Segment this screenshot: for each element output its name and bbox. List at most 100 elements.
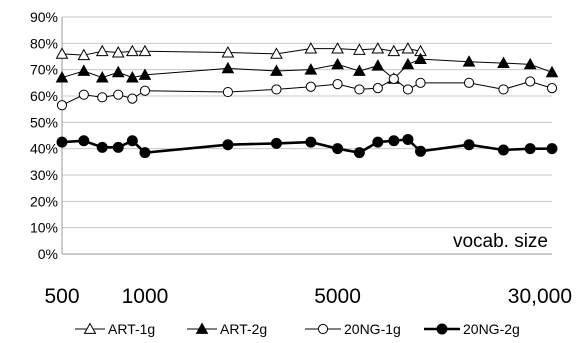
data-point: [270, 137, 282, 149]
data-point: [55, 47, 69, 59]
data-point: [111, 46, 125, 58]
data-point: [353, 147, 365, 159]
legend-marker: [317, 323, 329, 335]
legend-label: ART-1g: [108, 321, 155, 337]
data-point: [222, 139, 234, 151]
data-point: [111, 65, 125, 78]
data-point: [353, 43, 366, 55]
y-tick-label: 20%: [30, 193, 58, 209]
data-point: [113, 89, 124, 100]
data-point: [127, 93, 138, 104]
series-art-2g: [55, 52, 559, 84]
data-point: [55, 71, 69, 83]
legend-entry-20ng-1g: 20NG-1g: [305, 321, 401, 337]
data-point: [125, 44, 139, 57]
data-point: [138, 44, 152, 57]
data-point: [221, 61, 235, 74]
data-point: [56, 100, 68, 111]
legend-entry-20ng-2g: 20NG-2g: [424, 321, 520, 337]
data-point: [77, 64, 91, 76]
y-tick-label: 50%: [30, 114, 58, 130]
data-point: [56, 136, 68, 148]
series-line: [61, 58, 553, 80]
data-point: [415, 145, 427, 157]
y-tick-label: 30%: [30, 167, 58, 183]
data-point: [546, 83, 558, 94]
data-point: [388, 73, 399, 84]
y-tick-label: 10%: [30, 220, 58, 236]
data-point: [463, 77, 475, 88]
y-tick-label: 80%: [30, 35, 58, 51]
data-point: [387, 44, 401, 57]
legend-label: ART-2g: [220, 321, 267, 337]
data-point: [270, 47, 283, 59]
legend: ART-1g ART-2g 20NG-1g 20NG-2g: [75, 321, 520, 337]
gridlines: [62, 16, 552, 255]
data-point: [402, 133, 414, 145]
data-point: [126, 135, 138, 147]
series-20ng-2g: [56, 133, 558, 159]
legend-entry-art-2g: ART-2g: [187, 321, 267, 337]
data-point: [545, 65, 559, 78]
data-point: [95, 71, 109, 83]
data-point: [523, 57, 537, 70]
data-point: [331, 42, 344, 54]
data-point: [138, 68, 152, 80]
x-tick-label: 500: [44, 285, 79, 308]
data-point: [95, 44, 109, 57]
series-layer: [55, 42, 559, 159]
data-point: [331, 57, 344, 70]
data-point: [354, 84, 365, 95]
y-tick-label: 60%: [30, 88, 58, 104]
legend-marker: [195, 322, 209, 334]
data-point: [221, 46, 235, 58]
data-point: [401, 42, 415, 54]
data-point: [139, 147, 151, 159]
data-point: [139, 85, 151, 96]
data-point: [372, 136, 384, 148]
data-point: [371, 42, 385, 54]
x-tick-label: 5000: [314, 285, 361, 308]
x-tick-label: 30,000: [508, 285, 572, 308]
data-point: [304, 63, 318, 75]
data-point: [463, 139, 475, 151]
data-point: [305, 136, 317, 148]
legend-label: 20NG-2g: [463, 321, 520, 337]
data-point: [77, 48, 91, 61]
y-tick-labels: 0% 10% 20% 30% 40% 50% 60% 70% 80% 90%: [30, 9, 58, 262]
data-point: [96, 141, 108, 153]
vocab-size-annotation: vocab. size: [453, 231, 548, 252]
data-point: [371, 59, 385, 71]
legend-marker: [83, 322, 97, 334]
data-point: [462, 55, 476, 67]
data-point: [222, 86, 234, 98]
y-tick-label: 0%: [38, 246, 58, 262]
data-point: [125, 71, 139, 83]
y-tick-label: 70%: [30, 62, 58, 78]
legend-entry-art-1g: ART-1g: [75, 321, 155, 337]
data-point: [305, 81, 316, 92]
x-tick-label: 1000: [122, 285, 169, 308]
data-point: [402, 84, 414, 95]
data-point: [78, 89, 89, 100]
data-point: [271, 84, 282, 95]
data-point: [415, 77, 426, 88]
data-point: [97, 92, 108, 103]
y-tick-label: 90%: [30, 9, 58, 25]
data-point: [304, 42, 318, 54]
x-tick-labels: 500 1000 5000 30,000: [44, 285, 572, 308]
data-point: [524, 143, 536, 155]
data-point: [78, 135, 90, 147]
data-point: [388, 135, 400, 147]
legend-label: 20NG-1g: [344, 321, 401, 337]
data-point: [414, 52, 427, 65]
legend-marker: [436, 323, 448, 335]
data-point: [497, 144, 509, 156]
data-point: [112, 141, 124, 153]
data-point: [353, 64, 366, 76]
data-point: [332, 79, 343, 90]
series-art-1g: [55, 42, 427, 61]
data-point: [546, 143, 558, 155]
data-point: [270, 64, 283, 76]
